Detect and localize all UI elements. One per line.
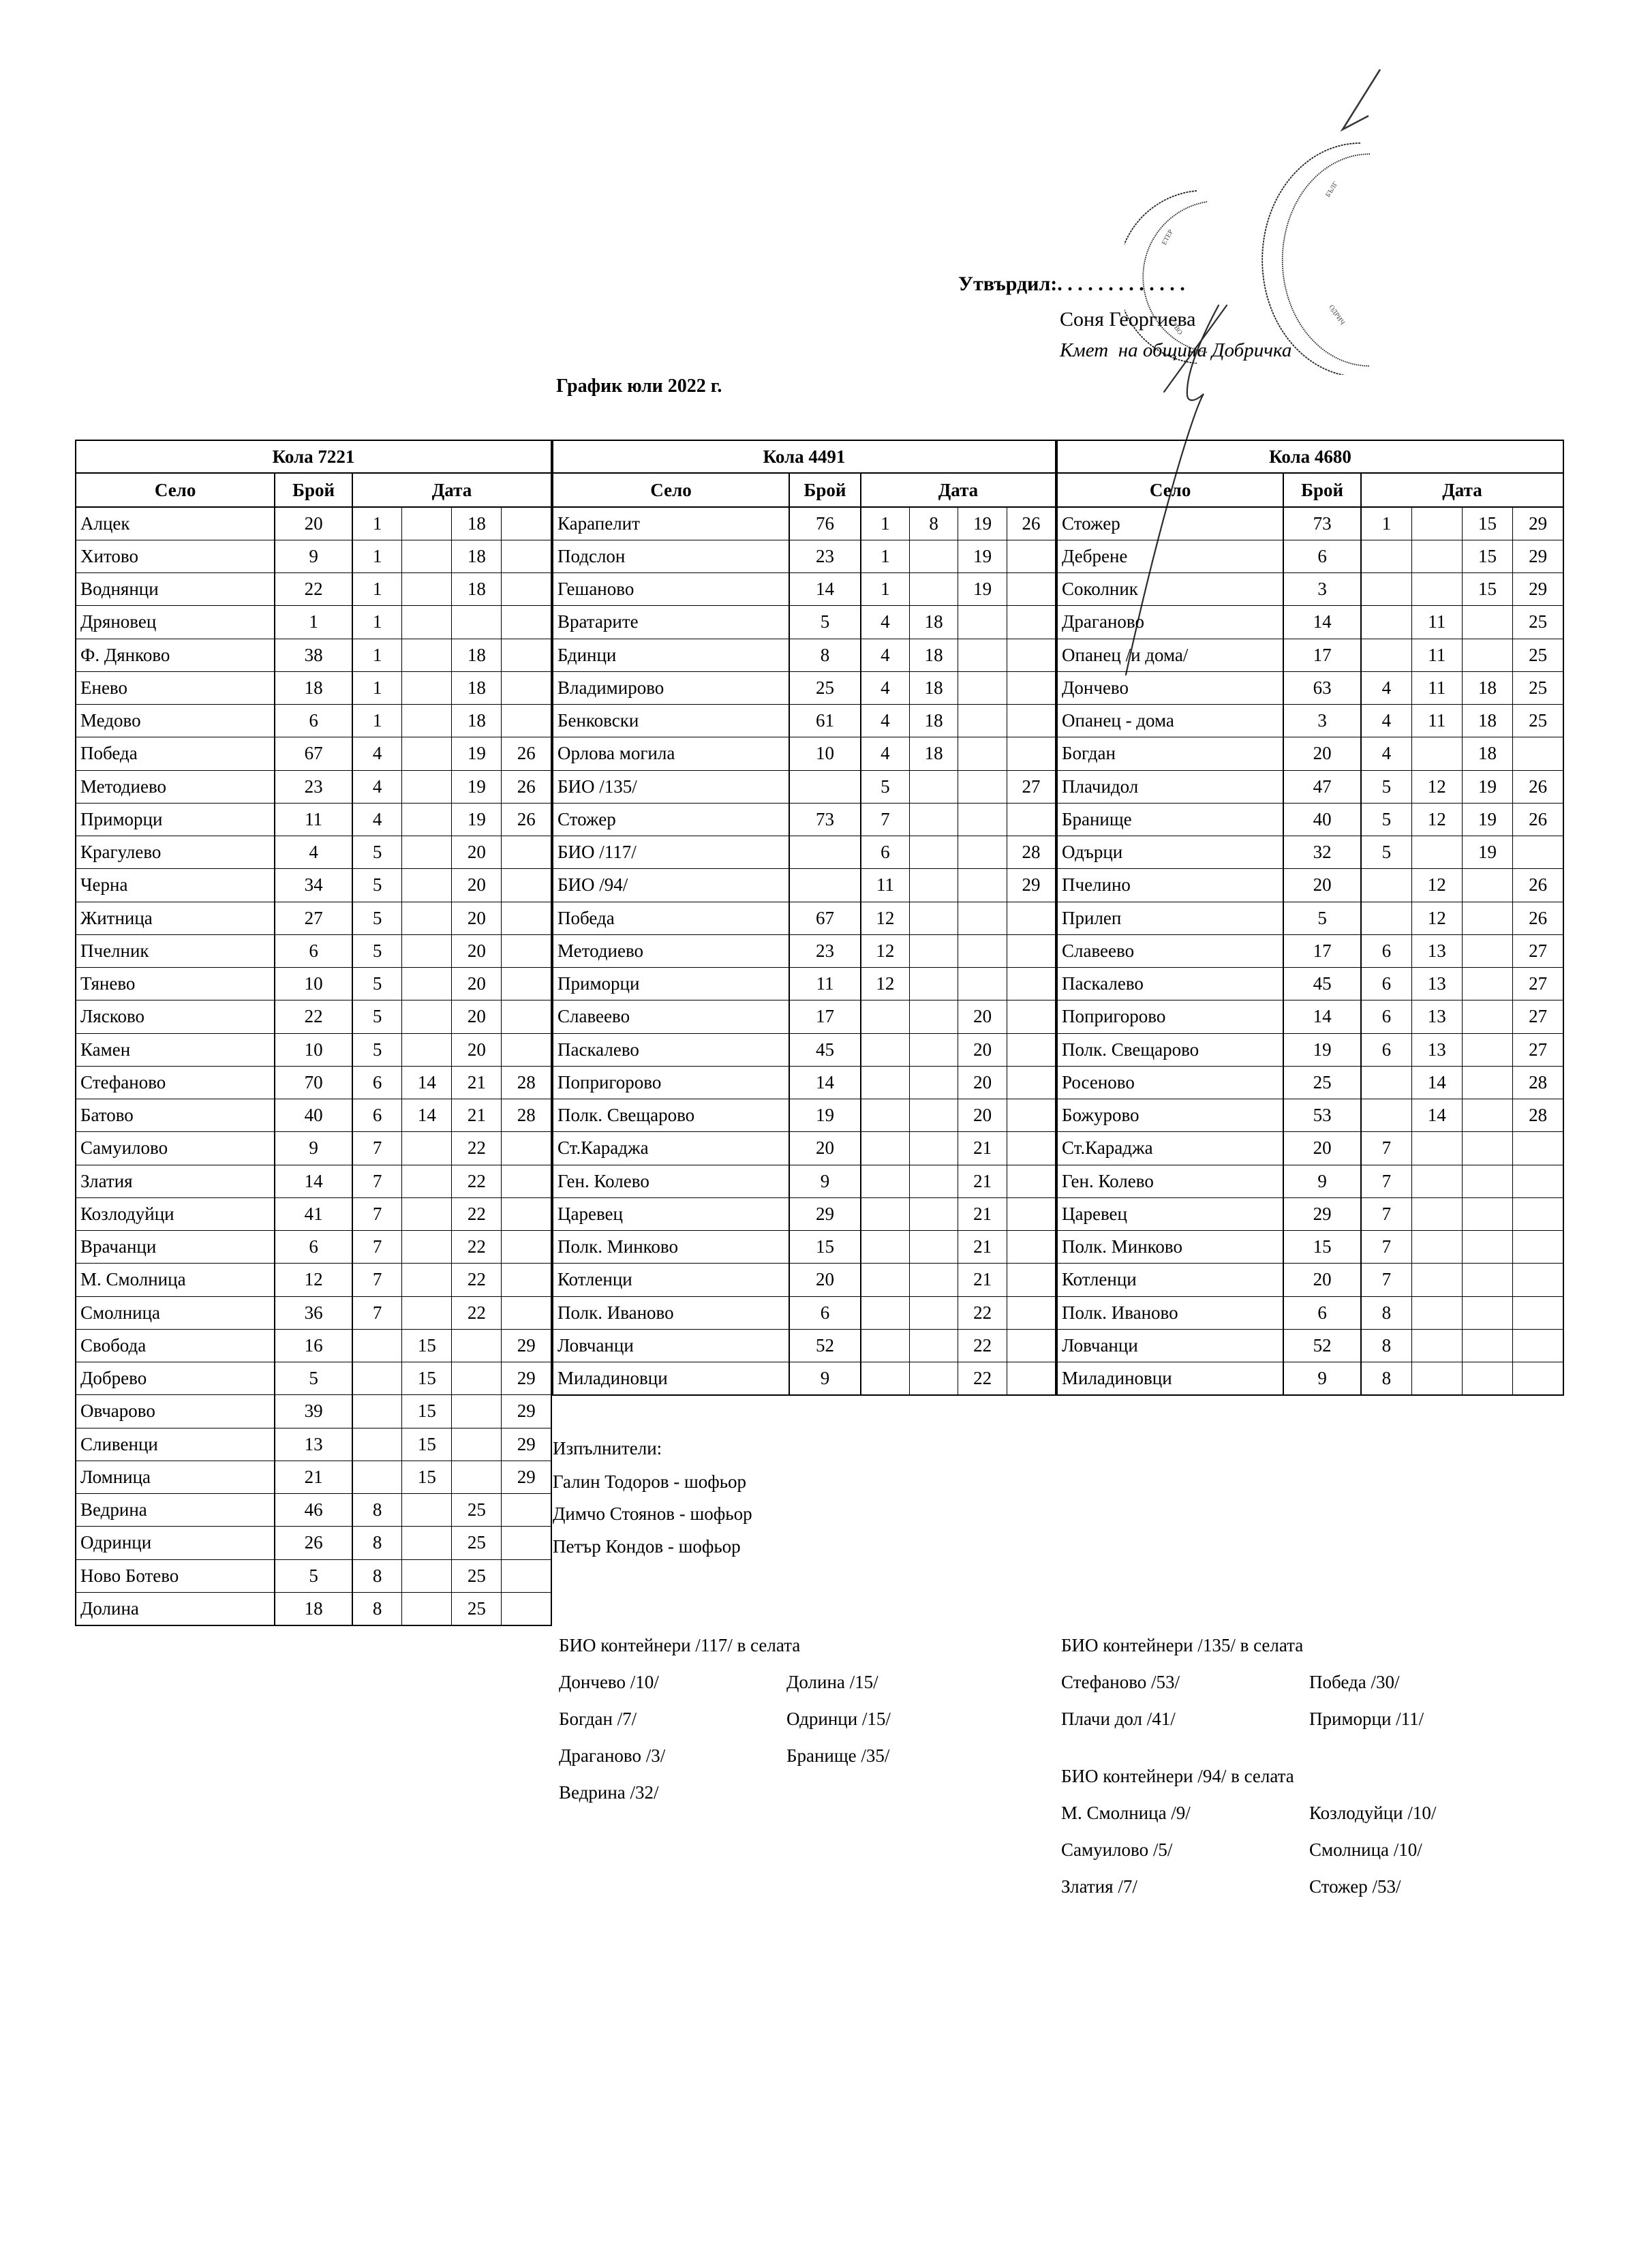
svg-text:ОДРИЧ: ОДРИЧ [1328, 304, 1347, 327]
svg-text:ЕТЕР: ЕТЕР [1161, 228, 1175, 247]
svg-text:БЪЛГ: БЪЛГ [1324, 180, 1340, 198]
